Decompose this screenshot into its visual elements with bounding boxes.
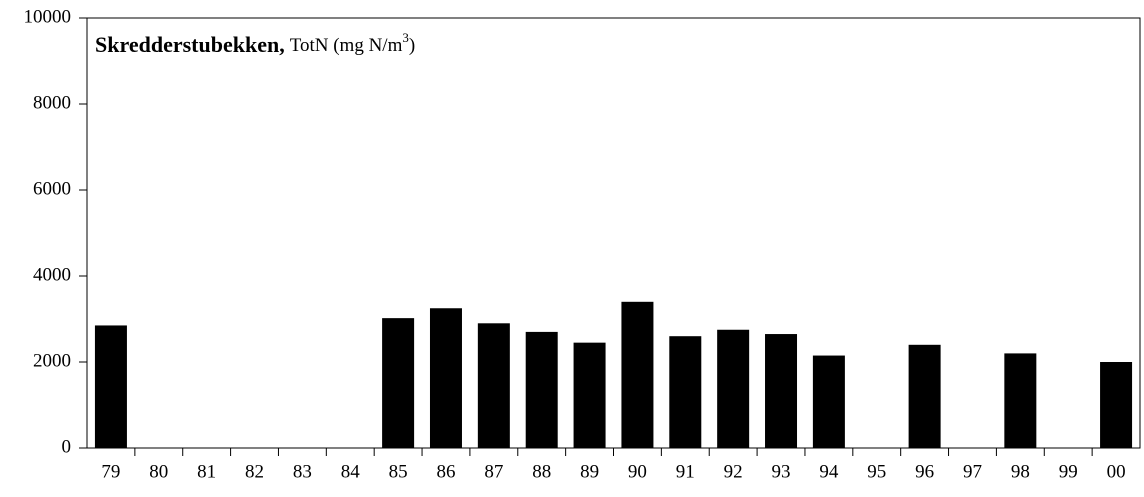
x-tick-label: 00 bbox=[1107, 461, 1126, 482]
bar bbox=[908, 344, 941, 448]
x-tick-label: 89 bbox=[580, 461, 599, 482]
x-tick-label: 99 bbox=[1059, 461, 1078, 482]
bar bbox=[382, 318, 415, 448]
x-tick-label: 87 bbox=[484, 461, 503, 482]
x-tick-label: 97 bbox=[963, 461, 982, 482]
x-tick-label: 94 bbox=[819, 461, 839, 482]
bar bbox=[525, 331, 558, 448]
y-tick-label: 0 bbox=[62, 436, 72, 457]
x-tick-label: 83 bbox=[293, 461, 312, 482]
x-tick-label: 88 bbox=[532, 461, 551, 482]
bar bbox=[429, 308, 462, 448]
x-tick-label: 98 bbox=[1011, 461, 1030, 482]
x-tick-label: 93 bbox=[772, 461, 791, 482]
bar bbox=[765, 334, 798, 448]
bar bbox=[669, 336, 702, 448]
plot-frame bbox=[86, 17, 1141, 449]
y-tick-label: 8000 bbox=[33, 92, 71, 113]
bar bbox=[812, 355, 845, 448]
x-tick-label: 84 bbox=[341, 461, 361, 482]
y-tick-label: 4000 bbox=[33, 264, 71, 285]
x-tick-label: 81 bbox=[197, 461, 216, 482]
bar bbox=[477, 323, 510, 448]
x-tick-label: 91 bbox=[676, 461, 695, 482]
x-tick-label: 82 bbox=[245, 461, 264, 482]
x-tick-label: 92 bbox=[724, 461, 743, 482]
bar bbox=[717, 329, 750, 448]
x-tick-label: 85 bbox=[389, 461, 408, 482]
bar bbox=[1100, 362, 1133, 448]
title-text: TotN (mg N/m bbox=[290, 35, 403, 56]
title-end: ) bbox=[409, 35, 415, 56]
x-tick-label: 86 bbox=[436, 461, 455, 482]
bar bbox=[1004, 353, 1037, 448]
bar bbox=[621, 301, 654, 448]
x-tick-label: 80 bbox=[149, 461, 168, 482]
x-tick-label: 95 bbox=[867, 461, 886, 482]
y-tick-label: 6000 bbox=[33, 178, 71, 199]
bar bbox=[573, 342, 606, 448]
bar bbox=[94, 325, 127, 448]
x-tick-label: 79 bbox=[101, 461, 120, 482]
x-tick-label: 90 bbox=[628, 461, 647, 482]
title-bold: Skredderstubekken, bbox=[95, 32, 285, 57]
x-tick-label: 96 bbox=[915, 461, 934, 482]
title-superscript: 3 bbox=[402, 30, 409, 45]
y-tick-label: 10000 bbox=[24, 6, 72, 27]
chart-title: Skredderstubekken, TotN (mg N/m3) bbox=[95, 30, 415, 57]
y-tick-label: 2000 bbox=[33, 350, 71, 371]
